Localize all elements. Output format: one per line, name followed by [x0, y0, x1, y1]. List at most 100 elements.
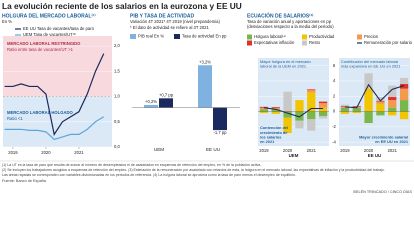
y-tick-label: 0 [333, 109, 336, 114]
y-tick-label: 2,0 [114, 43, 120, 48]
bar-segment [318, 107, 328, 112]
callout: en 2021 [260, 139, 275, 144]
bar-segment [295, 120, 304, 129]
page: {"title":"La evolución reciente de los s… [0, 1, 414, 194]
bar-segment [283, 91, 292, 111]
callout: crecimiento de [260, 130, 288, 135]
bar-segment [259, 106, 269, 108]
annotation: Ratio <1 [7, 116, 23, 121]
y-tick-label: 1,0 [114, 94, 120, 99]
legend-swatch [247, 34, 252, 40]
bar-segment [307, 90, 316, 93]
callout: en EE UU en 2021 [375, 139, 409, 144]
bar-segment [364, 88, 373, 112]
y-tick-label: 4 [333, 78, 336, 83]
y-tick-label: 6 [333, 63, 336, 68]
bar-segment [376, 111, 385, 116]
bar-segment [307, 92, 316, 112]
callout: laboral de la UEM en 2021 [260, 64, 306, 69]
bar-segment [352, 111, 361, 114]
value-label: -1,7 pp [213, 130, 227, 135]
source: Fuente: Banco de España [2, 179, 47, 183]
annotation: MERCADO LABORAL HOLGADO [7, 110, 73, 115]
bar [213, 107, 227, 131]
bar-segment [318, 101, 328, 104]
bar-segment [364, 111, 373, 124]
series-line [263, 107, 324, 118]
subpanel-label: EE UU [368, 153, 381, 158]
annotation: MERCADO LABORAL RESTRINGIDO [7, 41, 81, 46]
value-label: +0,2% [145, 99, 157, 104]
bar-segment [318, 111, 328, 117]
series-line [344, 83, 405, 109]
bar-segment [271, 107, 280, 110]
bar-segment [283, 117, 292, 133]
callout: Contención del [260, 125, 288, 130]
category-label: UEM [154, 147, 164, 152]
bar-segment [283, 110, 292, 112]
bar-segment [376, 101, 385, 104]
bar [159, 98, 173, 108]
bar-segment [259, 111, 269, 114]
legend-label: Expectativas inflación [254, 40, 295, 45]
bar-segment [388, 107, 397, 112]
value-label: +0,7 pp [159, 92, 174, 97]
bar-segment [307, 89, 316, 91]
legend-swatch [302, 34, 307, 40]
bar-segment [399, 84, 409, 89]
footnote: (1) La UT es la tasa de paro que resulta… [2, 163, 261, 167]
callout: Mayor crecimiento salarial [359, 134, 408, 139]
x-tick-label: 2019 [340, 148, 350, 153]
credit: BELÉN TRINCADO / CINCO DÍAS [353, 189, 412, 194]
bar-segment [271, 106, 280, 108]
bar-segment [352, 107, 361, 112]
legend-label: Holgura laboral⁽⁴⁾ [254, 34, 286, 39]
x-tick-label: 2020 [364, 148, 374, 153]
bar-segment [340, 111, 350, 114]
bar-segment [259, 107, 269, 110]
bar [198, 65, 212, 108]
panel-subtitle: Variación 4T 2021* 4T 2019 (nivel prepan… [130, 19, 220, 24]
bar-segment [376, 103, 385, 112]
x-tick-label: 2021 [388, 148, 398, 153]
bar [144, 104, 158, 108]
bar-segment [340, 107, 350, 112]
infographic: La evolución reciente de los salarios en… [0, 1, 414, 194]
y-tick-label: 2 [333, 93, 336, 98]
panel-title: HOLGURA DEL MERCADO LABORAL⁽¹⁾ [2, 13, 96, 19]
legend-label: Precios [364, 34, 378, 39]
legend-swatch [247, 40, 252, 46]
bar-segment [399, 88, 409, 101]
legend-swatch [302, 40, 307, 46]
legend-label: PIB real En % [138, 34, 164, 39]
callout: Mayor holgura en el mercado [260, 59, 311, 64]
legend-label: Resto [309, 40, 321, 45]
bar-segment [318, 116, 328, 119]
legend-swatch [174, 34, 180, 39]
callout: los salarios [260, 134, 281, 139]
legend-swatch [130, 34, 136, 39]
footnote: (2) Se incluyen los trabajadores acogido… [2, 168, 385, 172]
bar-segment [388, 111, 397, 116]
value-label: +3,2% [199, 59, 211, 64]
x-tick-label: 2021 [74, 150, 84, 155]
y-tick-label: -4 [332, 139, 336, 144]
subpanel-label: UEM [289, 153, 299, 158]
annotation: Ratio entre tasa de vacantes/UT >1 [7, 47, 74, 52]
y-tick-label: 0,0 [114, 144, 120, 149]
series-line [4, 53, 105, 136]
legend-swatch [357, 34, 362, 40]
footnote: Las áreas rayadas se corresponden con va… [2, 173, 296, 177]
bar-segment [295, 111, 304, 121]
panel-title: PIB Y TASA DE ACTIVIDAD [130, 13, 194, 19]
y-tick-label: 1,5 [114, 68, 120, 73]
callout: Contribución del mercado laboral [341, 59, 398, 64]
bar-segment [318, 103, 328, 108]
legend-label: EE UU Tasa de vacantes/tasa de paro [23, 26, 95, 31]
legend-label: Tasa de actividad En pp [182, 34, 227, 39]
bar-segment [399, 100, 409, 112]
bar-segment [399, 77, 409, 85]
category-label: EE UU [206, 147, 220, 152]
subpanel-bg [339, 58, 410, 146]
bar-segment [259, 109, 269, 112]
